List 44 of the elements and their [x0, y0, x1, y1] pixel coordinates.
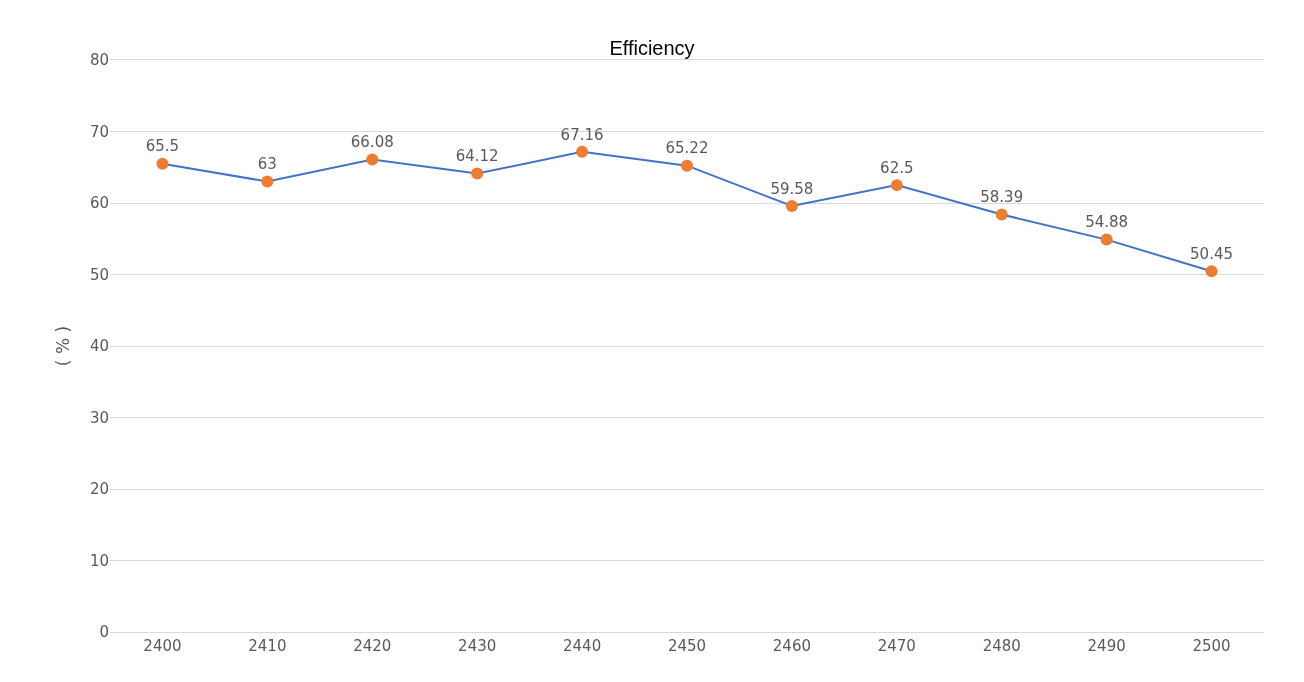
y-tick-label: 70	[89, 122, 109, 141]
x-tick-label: 2470	[877, 637, 916, 655]
x-tick-label: 2480	[982, 637, 1021, 655]
data-label: 66.08	[350, 133, 394, 152]
data-label: 62.5	[880, 158, 914, 177]
x-tick-label: 2400	[143, 637, 182, 655]
y-tick-label: 10	[89, 551, 109, 570]
data-label: 64.12	[455, 147, 499, 166]
data-label: 50.45	[1190, 245, 1234, 264]
point	[1100, 233, 1113, 246]
data-label: 59.58	[770, 179, 814, 198]
point	[366, 153, 379, 166]
x-tick-label: 2440	[563, 637, 602, 655]
point	[785, 200, 798, 212]
point	[1205, 265, 1218, 278]
point	[890, 179, 903, 192]
point	[681, 159, 693, 172]
x-tick-label: 2420	[353, 637, 392, 655]
point	[261, 175, 274, 188]
y-tick-label: 50	[89, 265, 109, 284]
data-label: 58.39	[980, 188, 1024, 207]
y-axis-title: ( % )	[53, 325, 74, 367]
y-tick-label: 30	[89, 408, 109, 427]
y-tick-label: 20	[89, 480, 109, 499]
data-label: 63	[257, 155, 277, 174]
x-tick-label: 2450	[667, 637, 707, 655]
data-label: 65.5	[145, 137, 180, 156]
point	[156, 157, 169, 170]
y-tick-label: 0	[99, 623, 109, 642]
data-label: 54.88	[1085, 213, 1129, 232]
y-tick-label: 60	[89, 194, 109, 213]
chart-title: Efficiency	[609, 36, 695, 59]
x-tick-label: 2500	[1192, 637, 1231, 655]
x-tick-label: 2410	[248, 637, 287, 655]
y-tick-label: 40	[89, 337, 109, 356]
x-tick-label: 2490	[1087, 637, 1126, 655]
point	[576, 145, 589, 158]
y-tick-label: 80	[89, 51, 109, 70]
x-tick-label: 2430	[458, 637, 497, 655]
data-label: 67.16	[560, 125, 604, 144]
point	[471, 167, 484, 180]
point	[995, 208, 1008, 221]
x-tick-label: 2460	[772, 637, 811, 655]
data-label: 65.22	[665, 139, 709, 158]
